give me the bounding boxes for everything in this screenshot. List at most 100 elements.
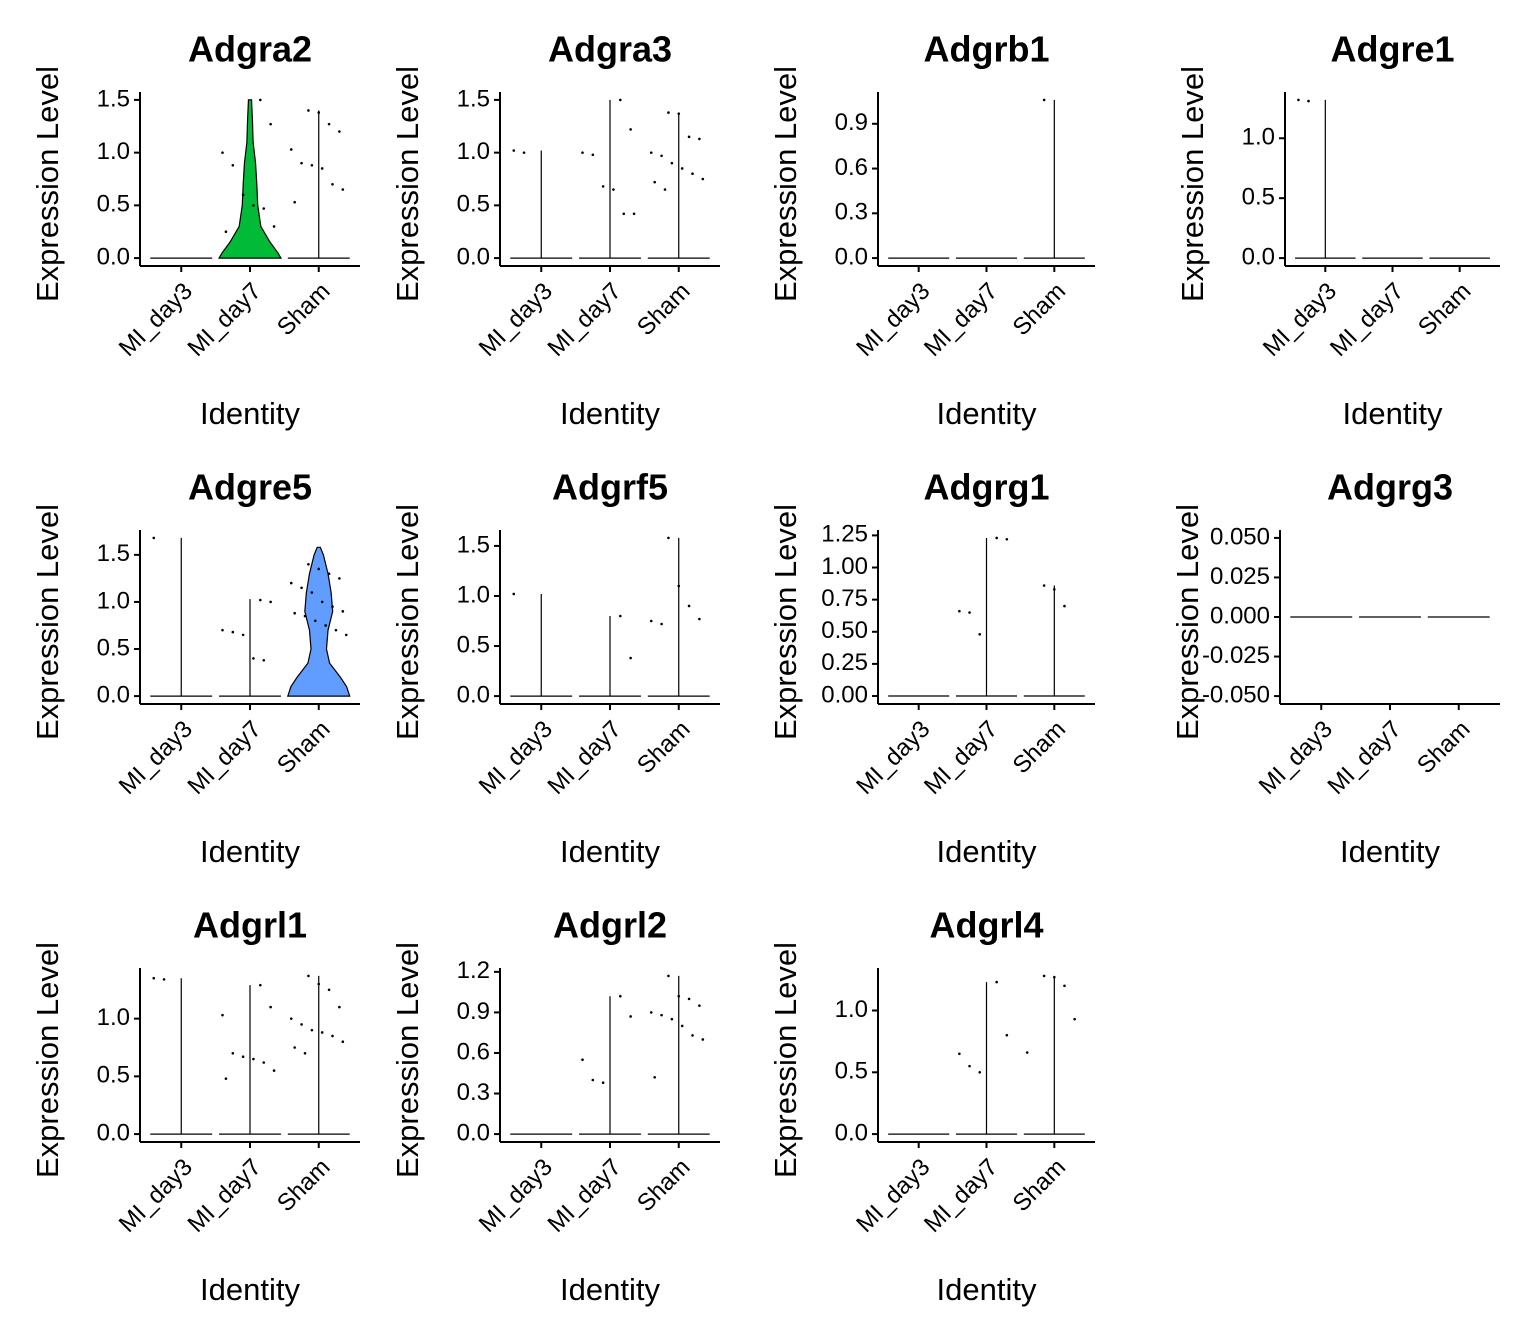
jitter-point: [320, 1031, 324, 1034]
y-tick-label: 1.25: [821, 521, 868, 548]
jitter-point: [224, 230, 228, 234]
panel-title: Adgrg1: [924, 467, 1050, 508]
panel: Adgrg3 Expression Level Identity -0.050 -0.0…: [1170, 467, 1500, 869]
jitter-point: [317, 567, 321, 571]
x-tick-label: Sham: [1008, 1154, 1071, 1217]
y-tick-label: 1.0: [1242, 124, 1275, 151]
violin: [218, 99, 282, 259]
panel: Adgra3 Expression Level Identity 0.0 0.5 1.0 1…: [390, 29, 720, 431]
x-axis-label: Identity: [200, 1272, 300, 1307]
y-tick-label: 0.6: [835, 154, 868, 181]
y-tick-label: 0.5: [97, 634, 130, 661]
jitter-point: [1307, 99, 1310, 103]
x-tick-label: MI_day3: [474, 1154, 558, 1238]
panel-title: Adgrl1: [193, 905, 307, 946]
jitter-point: [307, 562, 310, 566]
y-axis-label: Expression Level: [768, 66, 803, 302]
jitter-point: [331, 182, 334, 186]
y-tick-label: 1.0: [835, 996, 868, 1023]
y-tick-label: 0.25: [821, 649, 868, 676]
y-tick-label: 0.0: [1242, 243, 1275, 270]
jitter-point: [649, 1011, 653, 1014]
jitter-point: [591, 1078, 595, 1082]
x-axis-label: Identity: [1340, 834, 1440, 869]
jitter-point: [289, 148, 293, 151]
x-tick-label: MI_day7: [1325, 278, 1409, 362]
jitter-point: [320, 167, 324, 170]
jitter-point: [327, 122, 331, 126]
panel: Adgrl2 Expression Level Identity 0.0 0.3 0.6 0…: [390, 905, 720, 1307]
jitter-point: [152, 536, 156, 540]
x-axis-label: Identity: [200, 396, 300, 431]
y-tick-label: 0.9: [835, 109, 868, 136]
jitter-point: [660, 1013, 663, 1017]
x-tick-label: MI_day3: [114, 1154, 198, 1238]
y-axis-label: Expression Level: [1170, 504, 1205, 740]
x-tick-label: Sham: [632, 716, 695, 779]
x-tick-label: MI_day3: [474, 716, 558, 800]
jitter-point: [307, 109, 310, 112]
y-tick-label: 1.0: [97, 587, 130, 614]
y-tick-label: 0.0: [457, 243, 490, 270]
y-axis-label: Expression Level: [390, 504, 425, 740]
x-axis-label: Identity: [200, 834, 300, 869]
jitter-point: [338, 1005, 341, 1009]
jitter-point: [1005, 537, 1009, 541]
jitter-point: [1073, 1017, 1076, 1021]
violin: [286, 546, 351, 697]
jitter-point: [663, 188, 667, 191]
jitter-point: [224, 1077, 228, 1080]
y-tick-label: 0.0: [97, 681, 130, 708]
jitter-point: [241, 193, 245, 197]
jitter-point: [670, 1017, 674, 1021]
jitter-point: [231, 163, 235, 167]
jitter-point: [978, 1071, 982, 1074]
panel: Adgrl4 Expression Level Identity 0.0 0.5 1.0 M…: [768, 905, 1095, 1307]
jitter-point: [687, 135, 691, 139]
jitter-point: [310, 163, 314, 167]
x-tick-label: MI_day3: [851, 1154, 935, 1238]
jitter-point: [320, 600, 324, 604]
y-tick-label: 1.0: [457, 138, 490, 165]
jitter-point: [221, 628, 224, 632]
jitter-point: [344, 633, 348, 637]
y-axis-label: Expression Level: [390, 942, 425, 1178]
jitter-point: [1063, 604, 1066, 608]
jitter-point: [300, 1023, 303, 1026]
jitter-point: [221, 1013, 224, 1017]
x-tick-label: MI_day3: [1254, 716, 1338, 800]
x-tick-label: MI_day3: [1258, 278, 1342, 362]
jitter-point: [1042, 98, 1046, 102]
x-axis-label: Identity: [937, 1272, 1037, 1307]
y-tick-label: 0.5: [457, 191, 490, 218]
jitter-point: [262, 207, 266, 210]
panel-title: Adgre1: [1330, 29, 1454, 70]
jitter-point: [667, 111, 670, 114]
jitter-point: [1297, 98, 1300, 102]
jitter-point: [995, 536, 998, 540]
jitter-point: [619, 614, 622, 618]
y-tick-label: 0.50: [821, 617, 868, 644]
panel: Adgrf5 Expression Level Identity 0.0 0.5 1.0 1…: [390, 467, 720, 869]
jitter-point: [252, 1057, 255, 1061]
x-tick-label: MI_day3: [114, 278, 198, 362]
jitter-point: [252, 204, 255, 207]
jitter-point: [512, 592, 516, 596]
jitter-point: [293, 200, 296, 204]
x-tick-label: MI_day7: [543, 716, 627, 800]
x-tick-label: Sham: [272, 716, 335, 779]
jitter-point: [327, 572, 331, 575]
jitter-point: [680, 167, 684, 170]
jitter-point: [334, 628, 338, 632]
x-tick-label: MI_day7: [183, 278, 267, 362]
x-tick-label: MI_day7: [1323, 716, 1407, 800]
jitter-point: [680, 1024, 684, 1028]
jitter-point: [162, 978, 166, 981]
jitter-point: [1025, 1051, 1029, 1054]
jitter-point: [221, 151, 224, 154]
jitter-point: [1053, 588, 1056, 591]
x-tick-label: MI_day7: [919, 716, 1003, 800]
panel-title: Adgrf5: [552, 467, 668, 508]
jitter-point: [262, 659, 266, 662]
